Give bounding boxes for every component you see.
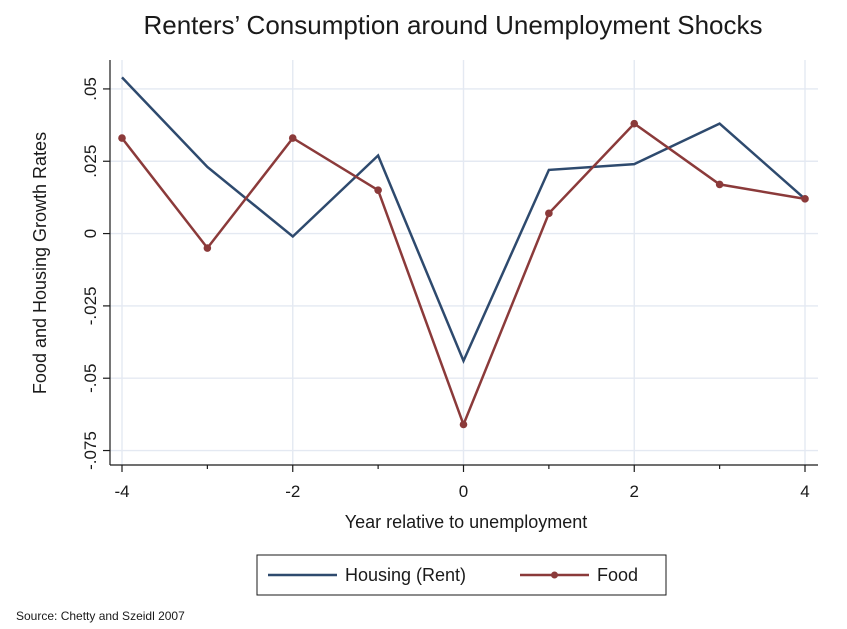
data-point-food — [459, 420, 468, 429]
axes — [103, 60, 818, 472]
x-tick-label: 4 — [800, 482, 809, 501]
legend-label-food: Food — [597, 565, 638, 585]
y-tick-label: -.05 — [81, 364, 100, 393]
x-axis-label: Year relative to unemployment — [345, 512, 587, 532]
data-point-food — [630, 119, 639, 128]
data-point-food — [118, 134, 126, 142]
series-layer — [118, 76, 809, 429]
data-point-food — [715, 180, 724, 189]
data-point-food — [374, 186, 382, 194]
x-tick-label: 0 — [459, 482, 468, 501]
x-tick-label: -2 — [285, 482, 300, 501]
series-line-housing-rent — [121, 76, 806, 365]
x-tick-label: 2 — [630, 482, 639, 501]
legend-label-housing: Housing (Rent) — [345, 565, 466, 585]
data-point-food — [801, 195, 809, 203]
y-axis-label: Food and Housing Growth Rates — [30, 132, 50, 394]
y-tick-label: .025 — [81, 145, 100, 178]
data-point-food — [545, 209, 553, 218]
source-note: Source: Chetty and Szeidl 2007 — [16, 609, 185, 623]
y-tick-label: -.075 — [81, 431, 100, 470]
y-tick-label: -.025 — [81, 287, 100, 326]
legend-marker-food — [551, 571, 558, 579]
data-point-food — [203, 244, 212, 252]
y-tick-label: 0 — [81, 229, 100, 238]
data-point-food — [288, 134, 297, 142]
legend: Housing (Rent) Food — [256, 554, 667, 596]
x-tick-label: -4 — [114, 482, 129, 501]
grid-lines — [110, 60, 818, 465]
y-tick-label: .05 — [81, 77, 100, 101]
plot-area — [103, 60, 818, 472]
chart-title: Renters’ Consumption around Unemployment… — [143, 10, 762, 40]
